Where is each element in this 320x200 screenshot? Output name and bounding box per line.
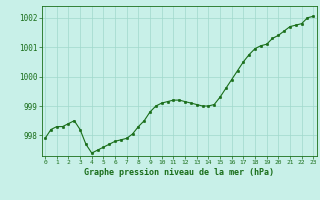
X-axis label: Graphe pression niveau de la mer (hPa): Graphe pression niveau de la mer (hPa) <box>84 168 274 177</box>
